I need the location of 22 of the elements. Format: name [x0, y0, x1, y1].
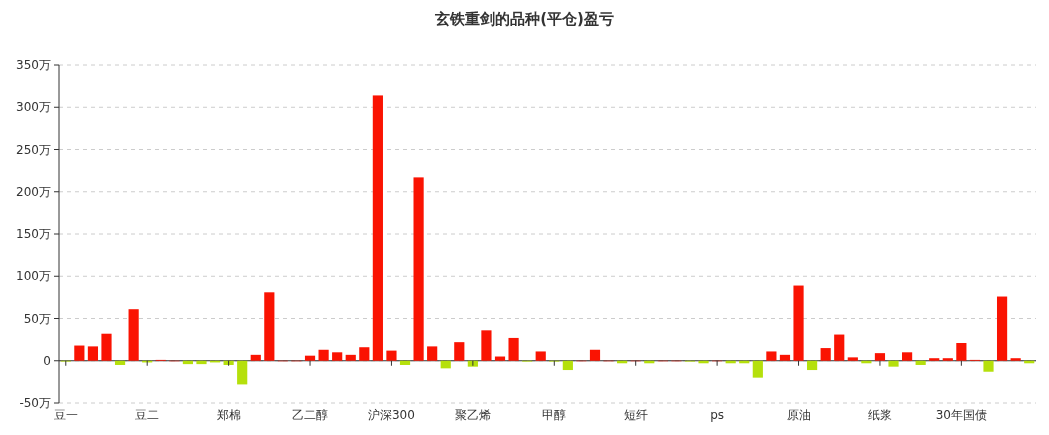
xtick: 豆二	[135, 408, 160, 422]
ytick: 300万	[16, 100, 51, 115]
xtick: 沪深300	[368, 408, 415, 422]
xtick: 纸浆	[867, 408, 892, 422]
xtick: 豆一	[53, 408, 78, 422]
ytick: 100万	[16, 269, 51, 284]
xtick: ps	[710, 408, 725, 422]
xtick: 30年国债	[935, 408, 987, 422]
title: 玄铁重剑的品种(平仓)盈亏	[435, 10, 614, 28]
ytick: 150万	[16, 227, 51, 241]
xtick: 郑棉	[216, 408, 241, 422]
ytick: 50万	[23, 311, 51, 326]
ytick: -50万	[19, 396, 51, 410]
ytick: 200万	[16, 184, 51, 199]
xtick: 短纤	[623, 408, 648, 422]
xtick: 甲醇	[542, 408, 567, 422]
xtick: 聚乙烯	[454, 408, 491, 422]
ytick: 250万	[16, 142, 51, 157]
ytick: 0	[43, 353, 51, 368]
ytick: 350万	[16, 58, 51, 72]
xtick: 原油	[786, 408, 811, 422]
xtick: 乙二醇	[292, 408, 329, 422]
